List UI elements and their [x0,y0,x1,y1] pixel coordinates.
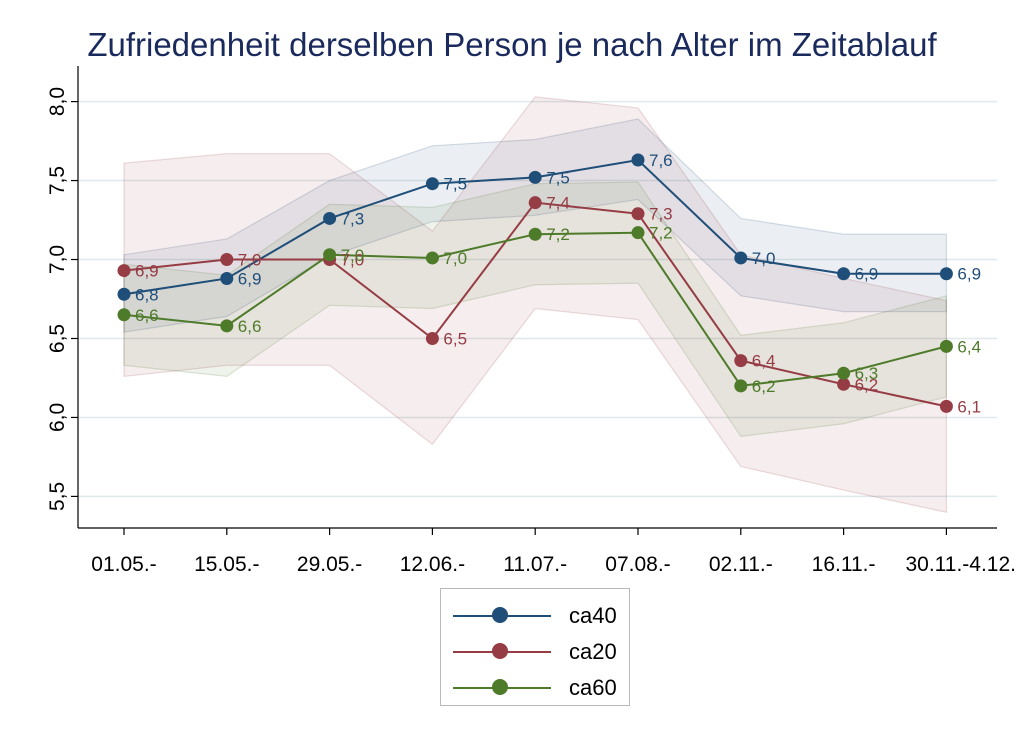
legend: ca40 ca20 ca60 [440,588,630,706]
data-label-ca20: 7,0 [238,251,262,270]
data-label-ca40: 7,5 [546,168,570,187]
data-label-ca40: 6,8 [135,285,159,304]
data-point-ca20 [117,264,131,278]
data-point-ca60 [425,251,439,265]
data-label-ca20: 6,2 [855,375,879,394]
data-point-ca20 [528,196,542,210]
data-label-ca40: 7,6 [649,151,673,170]
data-point-ca20 [734,354,748,368]
data-label-ca60: 6,4 [957,337,981,356]
data-point-ca40 [323,211,337,225]
data-point-ca60 [220,319,234,333]
data-point-ca40 [220,271,234,285]
data-point-ca20 [837,377,851,391]
data-points [117,153,953,413]
confidence-bands [123,96,948,513]
data-label-ca20: 6,4 [752,352,776,371]
y-tick-label: 7,0 [46,245,69,274]
legend-item-ca40: ca40 [451,601,626,631]
x-tick-label: 02.11.- [709,553,773,576]
data-label-ca60: 7,0 [443,249,467,268]
data-point-ca40 [528,170,542,184]
data-label-ca40: 6,9 [957,265,981,284]
legend-marker [492,679,508,695]
x-tick-label: 12.06.- [400,553,465,576]
data-label-ca60: 6,6 [238,317,262,336]
legend-label: ca20 [569,639,617,664]
data-label-ca40: 6,9 [855,265,879,284]
y-tick-label: 6,5 [46,324,69,353]
data-label-ca20: 7,3 [649,205,673,224]
data-label-ca60: 6,6 [135,306,159,325]
legend-item-ca20: ca20 [451,637,626,667]
chart-title: Zufriedenheit derselben Person je nach A… [87,26,937,63]
data-point-ca40 [734,251,748,265]
confidence-band-ca20 [123,96,948,513]
axes: 5,5 6,0 6,5 7,0 7,5 8,0 01.05.- 15.05.- 29.05.- 1… [46,66,1016,576]
data-point-ca40 [939,267,953,281]
data-point-ca20 [425,331,439,345]
data-label-ca20: 7,0 [341,251,365,270]
data-label-ca60: 6,2 [752,377,776,396]
data-labels: 6,86,97,37,5 7,57,67,06,9 6,96,97,0 7,06,57… [135,151,981,416]
data-point-ca60 [117,308,131,322]
data-label-ca40: 7,3 [341,209,365,228]
legend-marker [492,643,508,659]
legend-label: ca40 [569,603,617,628]
data-label-ca60: 6,3 [855,364,879,383]
x-tick-label: 15.05.- [194,553,259,576]
data-label-ca20: 6,1 [957,397,981,416]
x-tick-label: 01.05.- [91,553,156,576]
data-label-ca40: 6,9 [238,269,262,288]
data-label-ca60: 7,0 [341,246,365,265]
data-label-ca20: 7,4 [546,194,570,213]
x-tick-label: 29.05.- [297,553,362,576]
x-tick-label: 11.07.- [503,553,567,576]
data-point-ca40 [837,267,851,281]
y-tick-label: 5,5 [46,482,69,511]
x-tick-label: 16.11.- [812,553,876,576]
legend-item-ca60: ca60 [451,673,626,703]
data-point-ca20 [631,207,645,221]
data-label-ca60: 7,2 [546,225,570,244]
legend-marker [492,607,508,623]
data-point-ca60 [734,379,748,393]
data-point-ca40 [117,287,131,301]
data-label-ca40: 7,0 [752,249,776,268]
data-label-ca20: 6,9 [135,262,159,281]
data-point-ca20 [220,253,234,267]
y-tick-label: 6,0 [46,403,69,432]
data-point-ca60 [528,227,542,241]
data-point-ca60 [323,248,337,262]
y-tick-label: 7,5 [46,166,69,195]
x-tick-label: 07.08.- [605,553,670,576]
y-tick-label: 8,0 [46,87,69,116]
data-point-ca40 [425,177,439,191]
data-label-ca40: 7,5 [443,175,467,194]
confidence-band-ca60 [123,181,948,438]
data-point-ca40 [631,153,645,167]
data-label-ca20: 6,5 [443,329,467,348]
data-point-ca20 [939,399,953,413]
data-point-ca60 [631,226,645,240]
x-tick-label: 30.11.-4.12. [905,553,1016,576]
legend-label: ca60 [569,675,617,700]
data-point-ca60 [939,339,953,353]
data-label-ca60: 7,2 [649,224,673,243]
data-point-ca60 [837,366,851,380]
